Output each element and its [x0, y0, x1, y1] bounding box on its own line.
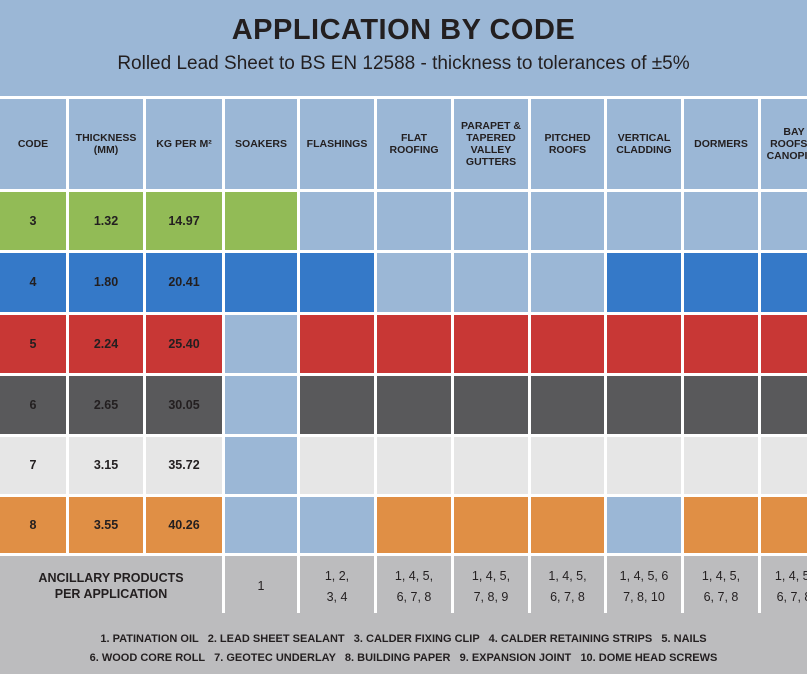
application-cell-not-applicable: [684, 192, 758, 250]
application-cell-applicable: [684, 437, 758, 494]
page-title: APPLICATION BY CODE: [231, 14, 576, 46]
application-cell-applicable: [531, 315, 604, 373]
application-cell-not-applicable: [607, 192, 681, 250]
column-header: BAY ROOFS & CANOPIES: [761, 99, 807, 189]
thickness-cell: 2.24: [69, 315, 143, 373]
application-cell-applicable: [684, 497, 758, 553]
kg-per-m2-cell: 35.72: [146, 437, 222, 494]
application-cell-not-applicable: [607, 497, 681, 553]
ancillary-value: 1, 4, 5, 6, 7, 8: [377, 556, 451, 618]
application-cell-applicable: [607, 253, 681, 312]
column-header: FLASHINGS: [300, 99, 374, 189]
ancillary-value: 1, 2, 3, 4: [300, 556, 374, 618]
application-cell-not-applicable: [377, 192, 451, 250]
application-cell-applicable: [377, 376, 451, 434]
ancillary-value: 1: [225, 556, 297, 618]
application-cell-applicable: [300, 253, 374, 312]
application-cell-applicable: [377, 315, 451, 373]
application-cell-not-applicable: [377, 253, 451, 312]
code-cell: 3: [0, 192, 66, 250]
application-cell-applicable: [300, 315, 374, 373]
application-cell-applicable: [454, 376, 528, 434]
application-cell-applicable: [761, 497, 807, 553]
kg-per-m2-cell: 25.40: [146, 315, 222, 373]
ancillary-value: 1, 4, 5, 6, 7, 8: [684, 556, 758, 618]
ancillary-value: 1, 4, 5, 7, 8, 9: [454, 556, 528, 618]
application-cell-applicable: [454, 315, 528, 373]
application-cell-not-applicable: [225, 376, 297, 434]
application-cell-applicable: [225, 192, 297, 250]
application-cell-not-applicable: [531, 192, 604, 250]
application-table: CODE THICKNESS (MM) KG PER M² SOAKERS FLASHI…: [0, 96, 807, 618]
page-subtitle: Rolled Lead Sheet to BS EN 12588 - thick…: [117, 53, 690, 74]
code-cell: 8: [0, 497, 66, 553]
ancillary-label: ANCILLARY PRODUCTS PER APPLICATION: [0, 556, 222, 618]
application-cell-applicable: [531, 497, 604, 553]
application-cell-not-applicable: [225, 497, 297, 553]
application-cell-not-applicable: [225, 315, 297, 373]
kg-per-m2-cell: 40.26: [146, 497, 222, 553]
application-cell-applicable: [531, 376, 604, 434]
legend-line-2: 6. WOOD CORE ROLL 7. GEOTEC UNDERLAY 8. …: [89, 652, 718, 664]
application-cell-not-applicable: [531, 253, 604, 312]
kg-per-m2-cell: 30.05: [146, 376, 222, 434]
code-cell: 5: [0, 315, 66, 373]
application-cell-applicable: [377, 437, 451, 494]
application-cell-not-applicable: [454, 253, 528, 312]
column-header: VERTICAL CLADDING: [607, 99, 681, 189]
legend-line-1: 1. PATINATION OIL 2. LEAD SHEET SEALANT …: [100, 633, 707, 645]
application-cell-applicable: [300, 376, 374, 434]
application-cell-applicable: [454, 437, 528, 494]
kg-per-m2-cell: 14.97: [146, 192, 222, 250]
title-block: APPLICATION BY CODE Rolled Lead Sheet to…: [0, 0, 807, 96]
column-header: SOAKERS: [225, 99, 297, 189]
application-cell-applicable: [225, 253, 297, 312]
application-cell-applicable: [761, 315, 807, 373]
application-cell-applicable: [607, 315, 681, 373]
application-cell-not-applicable: [454, 192, 528, 250]
application-cell-applicable: [684, 253, 758, 312]
application-cell-applicable: [377, 497, 451, 553]
thickness-cell: 3.55: [69, 497, 143, 553]
application-cell-not-applicable: [300, 192, 374, 250]
application-cell-applicable: [684, 376, 758, 434]
thickness-cell: 1.32: [69, 192, 143, 250]
application-cell-applicable: [684, 315, 758, 373]
column-header: CODE: [0, 99, 66, 189]
application-cell-not-applicable: [225, 437, 297, 494]
ancillary-value: 1, 4, 5, 6 7, 8, 10: [607, 556, 681, 618]
ancillary-value: 1, 4, 5, 6, 7, 8: [761, 556, 807, 618]
code-cell: 7: [0, 437, 66, 494]
column-header: THICKNESS (MM): [69, 99, 143, 189]
kg-per-m2-cell: 20.41: [146, 253, 222, 312]
application-cell-applicable: [454, 497, 528, 553]
application-cell-applicable: [607, 437, 681, 494]
column-header: PITCHED ROOFS: [531, 99, 604, 189]
column-header: DORMERS: [684, 99, 758, 189]
code-cell: 4: [0, 253, 66, 312]
column-header: PARAPET & TAPERED VALLEY GUTTERS: [454, 99, 528, 189]
application-cell-not-applicable: [300, 497, 374, 553]
thickness-cell: 1.80: [69, 253, 143, 312]
application-cell-applicable: [607, 376, 681, 434]
application-cell-applicable: [761, 376, 807, 434]
column-header: KG PER M²: [146, 99, 222, 189]
ancillary-value: 1, 4, 5, 6, 7, 8: [531, 556, 604, 618]
application-cell-applicable: [300, 437, 374, 494]
application-cell-not-applicable: [761, 192, 807, 250]
application-cell-applicable: [761, 437, 807, 494]
code-cell: 6: [0, 376, 66, 434]
application-cell-applicable: [531, 437, 604, 494]
ancillary-legend: 1. PATINATION OIL 2. LEAD SHEET SEALANT …: [0, 613, 807, 674]
thickness-cell: 3.15: [69, 437, 143, 494]
thickness-cell: 2.65: [69, 376, 143, 434]
column-header: FLAT ROOFING: [377, 99, 451, 189]
application-cell-applicable: [761, 253, 807, 312]
